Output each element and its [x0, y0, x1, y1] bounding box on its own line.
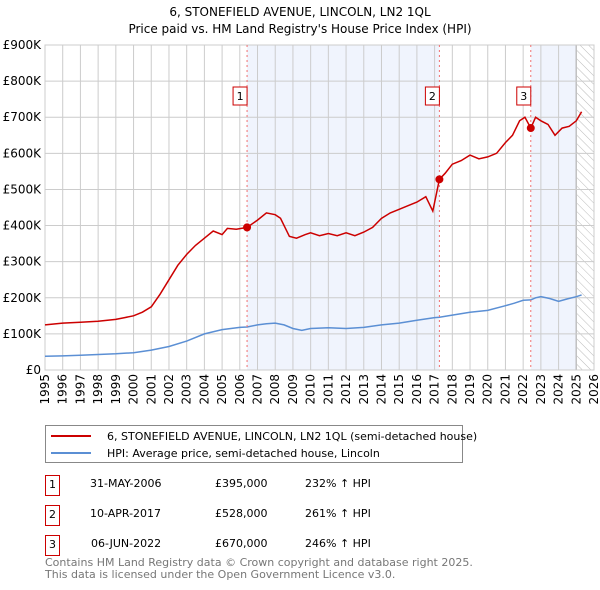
sale-label-box	[516, 86, 532, 106]
x-tick-label: 2022	[516, 374, 530, 405]
x-tick-label: 2011	[321, 374, 335, 405]
x-tick-label: 2025	[569, 374, 583, 405]
legend: 6, STONEFIELD AVENUE, LINCOLN, LN2 1QL (…	[45, 425, 477, 463]
price-chart: 6, STONEFIELD AVENUE, LINCOLN, LN2 1QL P…	[3, 5, 600, 405]
x-tick-label: 2016	[410, 374, 424, 405]
x-tick-label: 1999	[109, 374, 123, 405]
y-tick-label: £400K	[3, 219, 43, 233]
y-tick-label: £900K	[3, 38, 43, 52]
x-tick-label: 2026	[587, 374, 600, 405]
legend-swatch-blue	[51, 452, 91, 454]
x-tick-label: 2009	[286, 374, 300, 405]
sale-label: 1	[237, 90, 244, 103]
legend-label: 6, STONEFIELD AVENUE, LINCOLN, LN2 1QL (…	[107, 429, 478, 443]
x-tick-label: 2000	[127, 374, 141, 405]
x-tick-label: 2006	[233, 374, 247, 405]
legend-item-hpi: HPI: Average price, semi-detached house,…	[46, 445, 380, 461]
y-tick-label: £600K	[3, 146, 43, 160]
x-tick-label: 2002	[162, 374, 176, 405]
x-tick-label: 2008	[268, 374, 282, 405]
y-tick-label: £800K	[3, 74, 43, 88]
sale-price: £395,000	[215, 477, 268, 490]
x-tick-label: 2012	[339, 374, 353, 405]
property-price-line	[44, 111, 583, 326]
sale-marker-badge: 2	[45, 505, 60, 526]
x-tick-label: 1998	[91, 374, 105, 405]
footer-licence: This data is licensed under the Open Gov…	[45, 568, 396, 581]
chart-title: 6, STONEFIELD AVENUE, LINCOLN, LN2 1QL	[169, 5, 431, 19]
sale-date: 10-APR-2017	[90, 507, 162, 520]
sale-label-box	[232, 86, 248, 106]
x-tick-label: 2018	[445, 374, 459, 405]
legend-label: HPI: Average price, semi-detached house,…	[107, 446, 380, 460]
x-tick-label: 2001	[144, 374, 158, 405]
x-tick-label: 2019	[463, 374, 477, 405]
shade-period-1	[247, 45, 440, 370]
x-tick-label: 2020	[481, 374, 495, 405]
sale-date: 31-MAY-2006	[90, 477, 162, 490]
sale-label: 3	[520, 90, 527, 103]
y-tick-label: £100K	[3, 327, 43, 341]
sale-marker-badge: 3	[45, 535, 60, 556]
x-tick-label: 2023	[534, 374, 548, 405]
x-tick-label: 2014	[374, 374, 388, 405]
sale-date: 06-JUN-2022	[91, 537, 162, 550]
sale-label-box	[424, 86, 440, 106]
x-tick-label: 2024	[552, 374, 566, 405]
y-tick-label: £300K	[3, 255, 43, 269]
footer-copyright: Contains HM Land Registry data © Crown c…	[45, 556, 473, 569]
x-tick-label: 2021	[498, 374, 512, 405]
x-tick-label: 2007	[251, 374, 265, 405]
chart-subtitle: Price paid vs. HM Land Registry's House …	[128, 22, 471, 36]
y-tick-label: £500K	[3, 182, 43, 196]
sale-price: £670,000	[215, 537, 268, 550]
x-tick-label: 1997	[73, 374, 87, 405]
sale-price: £528,000	[215, 507, 268, 520]
x-tick-label: 2010	[304, 374, 318, 405]
x-tick-label: 1996	[56, 374, 70, 405]
sale-marker-badge: 1	[45, 475, 60, 496]
plot-border	[44, 44, 595, 371]
hpi-line	[44, 294, 582, 358]
sale-point	[435, 175, 444, 184]
forecast-hatch	[576, 45, 594, 370]
y-tick-label: £700K	[3, 110, 43, 124]
sale-hpi: 246% ↑ HPI	[305, 537, 371, 550]
x-tick-label: 1995	[38, 374, 52, 405]
sale-point	[526, 124, 535, 133]
shade-period-3	[530, 45, 577, 370]
sale-hpi: 261% ↑ HPI	[305, 507, 371, 520]
sale-hpi: 232% ↑ HPI	[305, 477, 371, 490]
x-tick-label: 2013	[357, 374, 371, 405]
footer: Contains HM Land Registry data © Crown c…	[45, 557, 473, 581]
x-tick-label: 2005	[215, 374, 229, 405]
legend-item-property: 6, STONEFIELD AVENUE, LINCOLN, LN2 1QL (…	[46, 428, 477, 444]
legend-swatch-red	[51, 435, 91, 437]
x-tick-label: 2015	[392, 374, 406, 405]
x-tick-label: 2017	[428, 374, 442, 405]
y-tick-label: £0	[26, 363, 41, 377]
y-tick-label: £200K	[3, 291, 43, 305]
sale-point	[243, 223, 252, 232]
x-tick-label: 2004	[197, 374, 211, 405]
x-tick-label: 2003	[180, 374, 194, 405]
sale-label: 2	[429, 90, 436, 103]
